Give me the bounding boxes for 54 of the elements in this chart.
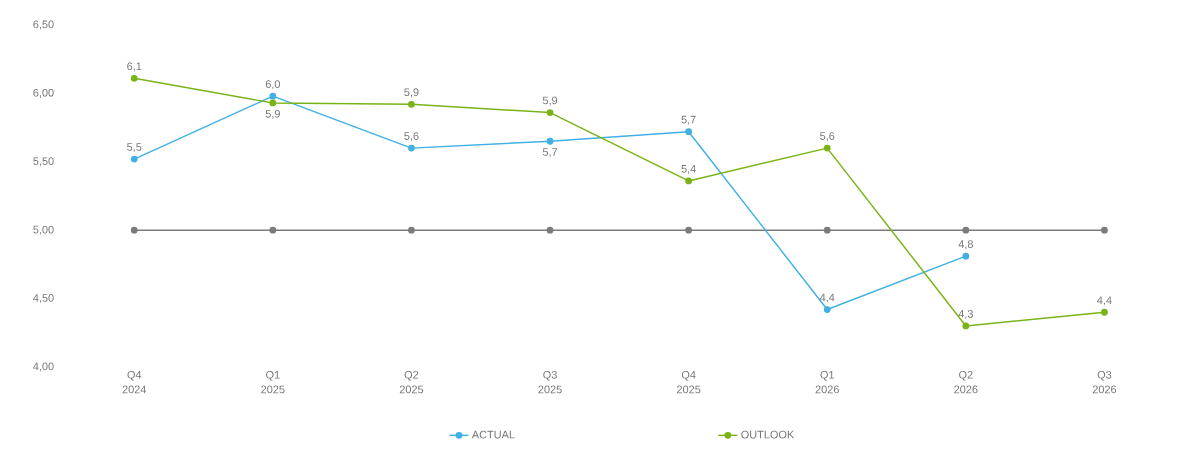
data-label: 5,7 bbox=[681, 115, 696, 125]
x-tick-label: Q1 2025 bbox=[261, 370, 285, 394]
point bbox=[546, 137, 554, 145]
y-tick-label: 5,50 bbox=[33, 157, 54, 167]
point bbox=[685, 177, 693, 185]
point bbox=[962, 252, 970, 260]
point bbox=[130, 74, 138, 82]
legend-label: ACTUAL bbox=[471, 430, 515, 439]
point bbox=[962, 226, 970, 234]
data-label: 6,1 bbox=[127, 62, 142, 72]
y-tick-label: 6,50 bbox=[33, 20, 54, 30]
data-label: 5,5 bbox=[127, 143, 142, 153]
data-label: 4,4 bbox=[819, 293, 835, 303]
data-label: 5,9 bbox=[542, 96, 558, 106]
point bbox=[962, 322, 970, 330]
point bbox=[130, 226, 138, 234]
data-label: 5,7 bbox=[542, 148, 558, 158]
y-tick-label: 5,00 bbox=[33, 225, 54, 235]
data-label: 5,9 bbox=[404, 88, 419, 98]
point bbox=[269, 99, 277, 107]
data-label: 6,0 bbox=[265, 80, 281, 90]
point bbox=[1101, 226, 1108, 234]
y-tick-label: 6,00 bbox=[33, 88, 54, 98]
point bbox=[130, 155, 138, 163]
legend-label: OUTLOOK bbox=[741, 430, 795, 439]
point bbox=[823, 226, 831, 234]
point bbox=[823, 144, 831, 152]
x-tick-label: Q4 2024 bbox=[122, 370, 147, 394]
point bbox=[823, 306, 831, 313]
point bbox=[408, 100, 415, 108]
y-tick-label: 4,00 bbox=[33, 362, 54, 372]
data-label: 5,6 bbox=[820, 132, 835, 142]
data-label: 4,4 bbox=[1097, 296, 1112, 306]
point bbox=[685, 226, 693, 234]
data-label: 4,8 bbox=[958, 240, 973, 250]
data-label: 4,3 bbox=[958, 309, 973, 320]
x-tick-label: Q4 2025 bbox=[677, 370, 701, 394]
point bbox=[1101, 308, 1108, 316]
point bbox=[546, 226, 554, 234]
x-tick-label: Q3 2025 bbox=[538, 370, 562, 394]
point bbox=[269, 92, 277, 100]
x-tick-label: Q3 2026 bbox=[1092, 370, 1117, 394]
x-tick-label: Q2 2025 bbox=[399, 370, 424, 394]
x-tick-label: Q2 2026 bbox=[954, 370, 978, 394]
point bbox=[408, 144, 415, 152]
point bbox=[269, 226, 277, 234]
point bbox=[408, 226, 415, 234]
y-tick-label: 4,50 bbox=[33, 294, 54, 304]
x-tick-label: Q1 2026 bbox=[815, 370, 839, 394]
data-label: 5,9 bbox=[265, 109, 280, 119]
data-label: 5,4 bbox=[681, 165, 696, 175]
point bbox=[685, 128, 693, 136]
data-label: 5,6 bbox=[404, 132, 419, 142]
point bbox=[546, 109, 554, 116]
